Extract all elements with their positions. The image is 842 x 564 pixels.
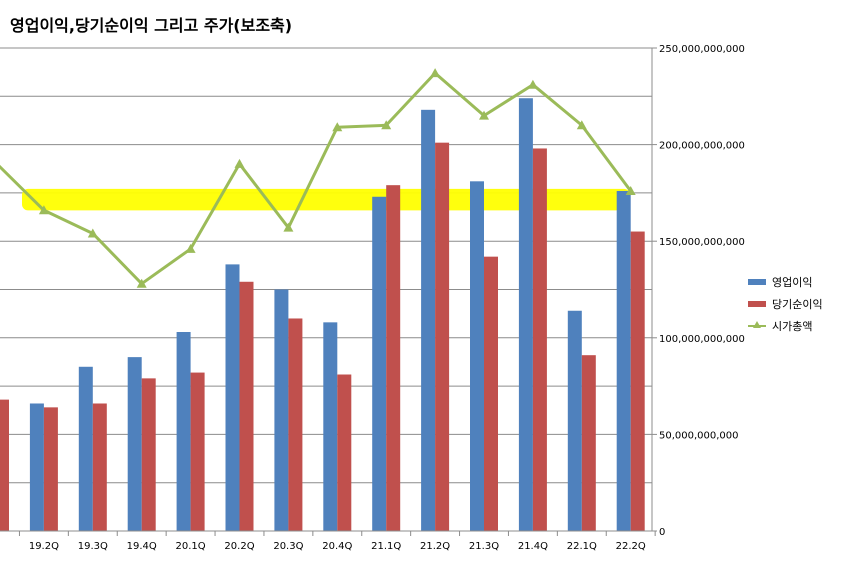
legend-label: 영업이익 [772, 276, 813, 289]
market-cap-point [136, 278, 147, 288]
x-tick-label: 19.3Q [78, 541, 108, 552]
bar-operating-profit [518, 98, 533, 532]
x-tick-label: 20.3Q [273, 541, 303, 552]
y-tick-label: 250,000,000,000 [659, 44, 745, 55]
y-tick-label: 100,000,000,000 [659, 334, 745, 345]
bar-net-income [92, 403, 107, 531]
bar-operating-profit [421, 109, 436, 531]
bar-net-income [141, 378, 156, 531]
y-tick-label: 0 [659, 527, 665, 538]
x-tick-label: 19.4Q [127, 541, 157, 552]
bar-operating-profit [176, 332, 191, 531]
bar-net-income [532, 148, 547, 532]
legend-label: 당기순이익 [772, 298, 823, 311]
bar-operating-profit [616, 190, 631, 531]
x-tick-label: 22.2Q [616, 541, 646, 552]
bar-net-income [0, 399, 9, 531]
bar-operating-profit [470, 181, 484, 532]
legend-swatch-bar-red [748, 301, 766, 307]
chart-title: 영업이익,당기순이익 그리고 주가(보조축) [10, 16, 293, 35]
legend: 영업이익 당기순이익 시가총액 [748, 271, 823, 337]
legend-item-series-0: 영업이익 [748, 271, 823, 293]
bar-net-income [337, 374, 352, 531]
bar-operating-profit [323, 322, 338, 531]
legend-item-series-2: 시가총액 [748, 315, 823, 337]
x-tick-label: 19.2Q [29, 541, 59, 552]
y-tick-label: 150,000,000,000 [659, 237, 745, 248]
market-cap-point [185, 243, 196, 253]
bar-operating-profit [372, 196, 387, 531]
market-cap-point [234, 158, 245, 168]
bars [0, 98, 645, 532]
bar-operating-profit [225, 264, 240, 531]
market-cap-point [479, 110, 489, 120]
y-tick-label: 200,000,000,000 [659, 141, 745, 152]
bar-operating-profit [127, 357, 142, 531]
x-tick-label: 20.2Q [224, 541, 254, 552]
market-cap-point [283, 222, 294, 232]
legend-swatch-bar-blue [748, 279, 766, 285]
market-cap-point [38, 205, 49, 215]
market-cap-point [625, 185, 636, 195]
bar-net-income [190, 372, 205, 531]
bar-net-income [43, 407, 58, 531]
x-tick-label: 21.4Q [518, 541, 548, 552]
bar-operating-profit [274, 289, 289, 531]
bar-net-income [386, 185, 401, 531]
bar-net-income [288, 318, 303, 531]
x-tick-label: 21.3Q [469, 541, 499, 552]
bar-net-income [630, 231, 645, 532]
x-tick-label: 21.1Q [371, 541, 401, 552]
bar-net-income [239, 281, 254, 531]
bar-net-income [581, 355, 596, 531]
bar-net-income [435, 142, 450, 531]
market-cap-point [430, 68, 441, 78]
x-tick-label: 20.4Q [322, 541, 352, 552]
bar-operating-profit [29, 403, 44, 531]
bar-operating-profit [567, 310, 582, 531]
market-cap-point [527, 79, 538, 89]
legend-item-series-1: 당기순이익 [748, 293, 823, 315]
market-cap-line [0, 71, 632, 286]
legend-swatch-line-triangle-icon [748, 321, 766, 331]
market-cap-point [381, 120, 392, 130]
bar-operating-profit [78, 366, 93, 531]
market-cap-point [332, 122, 343, 132]
x-tick-label: 20.1Q [176, 541, 206, 552]
line-series [0, 68, 636, 288]
legend-label: 시가총액 [772, 320, 813, 333]
market-cap-point [576, 120, 587, 130]
x-tick-label: 22.1Q [567, 541, 597, 552]
y-tick-label: 50,000,000,000 [659, 430, 739, 441]
x-tick-label: 21.2Q [420, 541, 450, 552]
axes: 0 50,000,000,000 100,000,000,000 150,000,00… [0, 44, 745, 552]
market-cap-point [87, 228, 98, 238]
bar-net-income [484, 256, 498, 531]
